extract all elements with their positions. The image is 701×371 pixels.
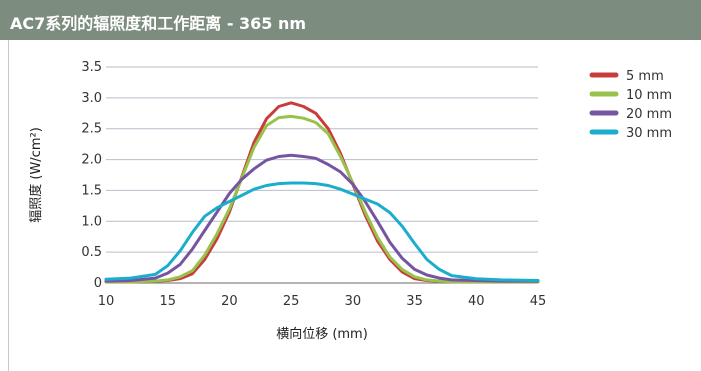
y-tick-label: 3.0 <box>81 91 102 106</box>
grid-lines <box>106 66 538 284</box>
x-tick-labels: 10 15 20 25 30 35 40 45 <box>98 294 547 309</box>
x-tick-label: 10 <box>98 294 115 309</box>
y-tick-label: 1.5 <box>81 183 102 198</box>
legend-label: 5 mm <box>626 69 664 84</box>
y-tick-label: 2.0 <box>81 153 102 168</box>
y-tick-label: 0 <box>94 276 102 291</box>
y-tick-label: 1.0 <box>81 214 102 229</box>
series-lines <box>104 101 540 284</box>
y-axis-label: 辐照度 (W/cm²) <box>28 127 44 223</box>
x-axis-label: 横向位移 (mm) <box>276 326 368 342</box>
panel-border <box>8 40 9 371</box>
y-tick-label: 3.5 <box>81 60 102 75</box>
series-line-10-mm <box>104 114 540 284</box>
legend-label: 30 mm <box>626 126 672 141</box>
y-tick-label: 2.5 <box>81 122 102 137</box>
x-tick-label: 20 <box>221 294 238 309</box>
x-tick-label: 35 <box>406 294 423 309</box>
x-tick-label: 45 <box>530 294 547 309</box>
legend-label: 20 mm <box>626 107 672 122</box>
y-tick-labels: 0 0.5 1.0 1.5 2.0 2.5 3.0 3.5 <box>81 60 102 291</box>
series-line-20-mm <box>104 153 540 283</box>
y-tick-label: 0.5 <box>81 245 102 260</box>
legend-label: 10 mm <box>626 88 672 103</box>
chart-title: AC7系列的辐照度和工作距离 - 365 nm <box>10 14 307 33</box>
x-tick-label: 30 <box>345 294 362 309</box>
x-tick-label: 15 <box>159 294 176 309</box>
series-line-30-mm <box>104 181 540 282</box>
x-tick-label: 25 <box>283 294 300 309</box>
title-bar: AC7系列的辐照度和工作距离 - 365 nm <box>0 0 701 40</box>
legend: 5 mm 10 mm 20 mm 30 mm <box>589 69 672 141</box>
x-tick-label: 40 <box>468 294 485 309</box>
